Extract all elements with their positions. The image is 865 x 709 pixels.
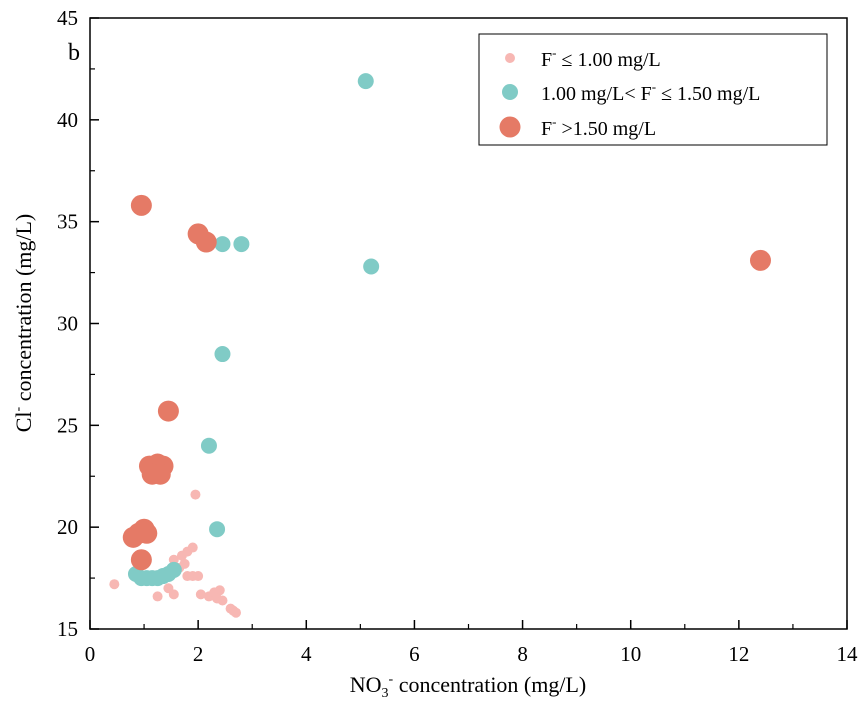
data-point bbox=[749, 249, 771, 271]
y-tick-label: 40 bbox=[57, 108, 78, 132]
x-tick-label: 8 bbox=[517, 642, 528, 666]
data-point bbox=[200, 437, 217, 454]
legend-marker-mid bbox=[502, 84, 518, 100]
data-point bbox=[214, 236, 231, 253]
legend-marker-high bbox=[499, 116, 521, 138]
data-point bbox=[209, 521, 226, 538]
legend-label-low: F- ≤ 1.00 mg/L bbox=[541, 45, 661, 71]
data-point bbox=[130, 549, 152, 571]
points-layer bbox=[109, 73, 771, 618]
data-point bbox=[357, 73, 374, 90]
data-point bbox=[152, 591, 163, 602]
data-point bbox=[195, 589, 206, 600]
data-point bbox=[187, 542, 198, 553]
series-2 bbox=[122, 194, 771, 571]
y-tick-label: 45 bbox=[57, 6, 78, 30]
data-point bbox=[195, 231, 217, 253]
x-tick-label: 6 bbox=[409, 642, 420, 666]
data-point bbox=[193, 571, 204, 582]
legend-box bbox=[478, 33, 828, 146]
y-tick-label: 35 bbox=[57, 210, 78, 234]
y-tick-label: 15 bbox=[57, 617, 78, 641]
legend-marker-low bbox=[505, 53, 515, 63]
data-point bbox=[230, 607, 241, 618]
data-point bbox=[168, 554, 179, 565]
data-point bbox=[363, 258, 380, 275]
y-axis-title: Cl- concentration (mg/L) bbox=[11, 214, 36, 433]
data-point bbox=[217, 595, 228, 606]
x-axis-title: NO3- concentration (mg/L) bbox=[350, 672, 587, 701]
y-tick-label: 30 bbox=[57, 312, 78, 336]
data-point bbox=[163, 583, 174, 594]
data-point bbox=[190, 489, 201, 500]
legend: F- ≤ 1.00 mg/L 1.00 mg/L< F- ≤ 1.50 mg/L… bbox=[478, 33, 828, 146]
data-point bbox=[179, 558, 190, 569]
series-0 bbox=[109, 489, 241, 618]
legend-label-high: F- >1.50 mg/L bbox=[541, 114, 656, 140]
data-point bbox=[157, 400, 179, 422]
x-tick-label: 12 bbox=[728, 642, 749, 666]
data-point bbox=[149, 463, 171, 485]
data-point bbox=[233, 236, 250, 253]
data-point bbox=[214, 585, 225, 596]
legend-label-mid: 1.00 mg/L< F- ≤ 1.50 mg/L bbox=[541, 79, 760, 105]
x-tick-label: 2 bbox=[193, 642, 204, 666]
data-point bbox=[130, 194, 152, 216]
x-tick-label: 10 bbox=[620, 642, 641, 666]
y-tick-label: 20 bbox=[57, 515, 78, 539]
data-point bbox=[136, 522, 158, 544]
panel-label: b bbox=[68, 40, 80, 66]
y-tick-label: 25 bbox=[57, 413, 78, 437]
series-1 bbox=[127, 73, 380, 587]
data-point bbox=[165, 561, 182, 578]
x-tick-label: 4 bbox=[301, 642, 312, 666]
data-point bbox=[109, 579, 120, 590]
data-point bbox=[214, 346, 231, 363]
x-tick-label: 0 bbox=[85, 642, 96, 666]
ticks-layer: 0 2 4 6 8 10 12 14 15 20 25 30 35 40 45 bbox=[57, 6, 858, 666]
x-tick-label: 14 bbox=[837, 642, 859, 666]
